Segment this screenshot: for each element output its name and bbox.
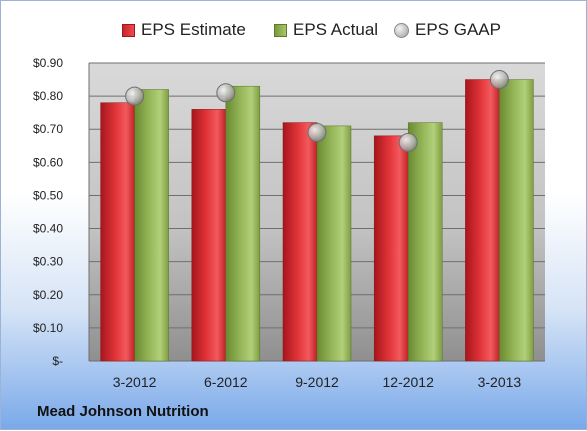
x-tick-label: 6-2012 bbox=[204, 374, 248, 390]
gray-circle-marker-icon bbox=[394, 22, 409, 38]
bar-eps-estimate bbox=[373, 135, 409, 362]
green-square-marker-icon bbox=[274, 23, 287, 37]
bar-eps-actual bbox=[407, 122, 443, 362]
y-tick-label: $0.10 bbox=[33, 321, 63, 335]
x-tick-label: 3-2013 bbox=[478, 374, 522, 390]
bar-eps-estimate bbox=[465, 79, 500, 362]
bar-eps-estimate bbox=[100, 102, 135, 362]
x-tick-label: 3-2012 bbox=[113, 374, 157, 390]
marker-eps-gaap bbox=[398, 132, 418, 152]
bar-eps-estimate bbox=[282, 122, 318, 362]
bar-eps-actual bbox=[134, 89, 169, 362]
y-tick-label: $0.50 bbox=[33, 188, 63, 202]
marker-eps-gaap bbox=[125, 86, 145, 106]
y-tick-label: $0.60 bbox=[33, 155, 63, 169]
y-tick-label: $0.90 bbox=[33, 56, 63, 70]
bar-eps-estimate bbox=[191, 109, 227, 362]
y-tick-label: $0.80 bbox=[33, 89, 63, 103]
y-tick-label: $- bbox=[52, 354, 63, 368]
y-tick-label: $0.20 bbox=[33, 288, 63, 302]
marker-eps-gaap bbox=[216, 83, 236, 103]
legend-item-actual: EPS Actual bbox=[274, 18, 378, 42]
legend-item-estimate: EPS Estimate bbox=[122, 18, 246, 42]
x-tick-label: 12-2012 bbox=[383, 374, 435, 390]
y-tick-label: $0.40 bbox=[33, 222, 63, 236]
company-name: Mead Johnson Nutrition bbox=[37, 403, 209, 420]
marker-eps-gaap bbox=[489, 70, 509, 90]
bar-eps-actual bbox=[499, 79, 534, 362]
red-square-marker-icon bbox=[122, 23, 135, 37]
bar-eps-actual bbox=[316, 125, 352, 362]
x-tick-label: 9-2012 bbox=[295, 374, 339, 390]
legend-label-actual: EPS Actual bbox=[293, 20, 379, 39]
legend-label-estimate: EPS Estimate bbox=[141, 20, 246, 39]
y-tick-label: $0.70 bbox=[33, 122, 63, 136]
marker-eps-gaap bbox=[307, 123, 327, 143]
bar-eps-actual bbox=[225, 85, 261, 362]
legend: EPS Estimate EPS Actual EPS GAAP bbox=[1, 18, 587, 42]
legend-label-gaap: EPS GAAP bbox=[415, 20, 501, 39]
legend-item-gaap: EPS GAAP bbox=[394, 18, 501, 42]
y-tick-label: $0.30 bbox=[33, 255, 63, 269]
